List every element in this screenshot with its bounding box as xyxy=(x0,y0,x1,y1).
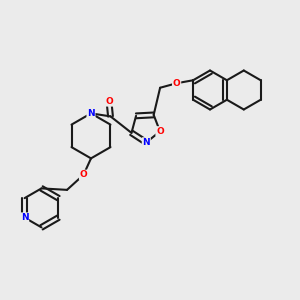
Text: N: N xyxy=(142,138,150,147)
Text: N: N xyxy=(21,213,28,222)
Text: N: N xyxy=(87,109,95,118)
Text: O: O xyxy=(173,79,181,88)
Text: O: O xyxy=(156,127,164,136)
Text: O: O xyxy=(80,170,87,179)
Text: O: O xyxy=(105,97,113,106)
